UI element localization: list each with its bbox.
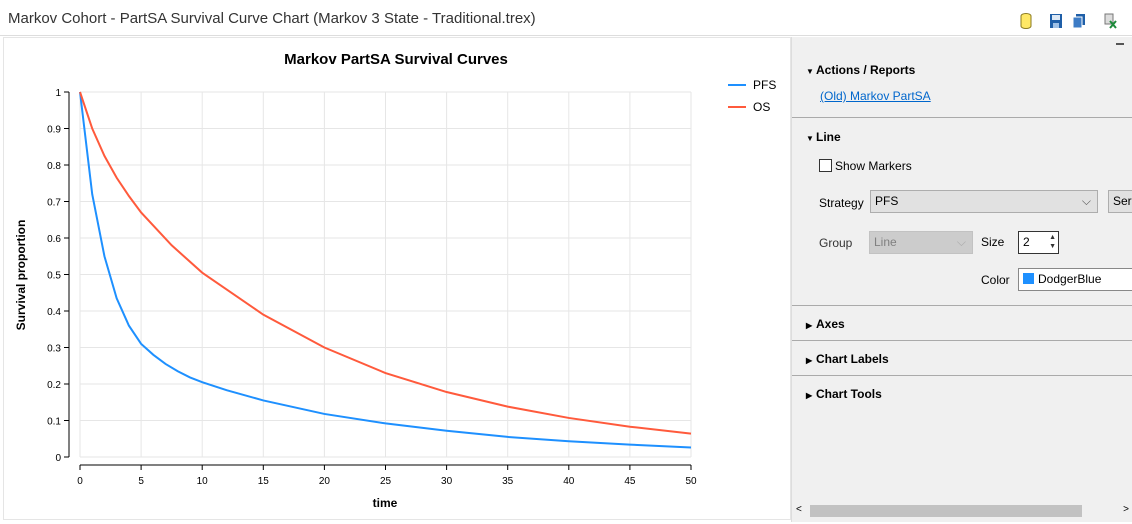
scroll-right-icon[interactable]: > bbox=[1123, 504, 1129, 515]
y-tick-label: 0.8 bbox=[47, 161, 61, 172]
expanded-triangle-icon: ▼ bbox=[806, 134, 814, 143]
chart-pane: Markov PartSA Survival Curves 0 5 10 15 20 25 3… bbox=[3, 37, 791, 520]
title-bar: Markov Cohort - PartSA Survival Curve Ch… bbox=[0, 0, 1132, 36]
x-tick-label: 45 bbox=[624, 476, 636, 487]
divider bbox=[792, 117, 1132, 118]
y-tick-label: 0.5 bbox=[47, 271, 61, 282]
show-markers-label: Show Markers bbox=[835, 159, 912, 173]
chevron-down-icon: ⌵ bbox=[1081, 194, 1091, 208]
x-tick-label: 0 bbox=[77, 476, 83, 487]
x-tick-label: 40 bbox=[563, 476, 575, 487]
series-button[interactable]: Seri bbox=[1108, 190, 1132, 213]
x-tick-label: 15 bbox=[258, 476, 270, 487]
scroll-left-icon[interactable]: < bbox=[796, 504, 802, 515]
horizontal-scrollbar[interactable]: < > bbox=[792, 502, 1132, 520]
collapsed-triangle-icon: ▶ bbox=[806, 321, 813, 330]
section-chart-tools[interactable]: ▶ Chart Tools bbox=[806, 387, 882, 401]
group-label: Group bbox=[819, 236, 853, 250]
y-axis-label: Survival proportion bbox=[14, 220, 28, 331]
series-line-pfs bbox=[79, 91, 692, 449]
series-line-os bbox=[79, 91, 692, 435]
group-select: Line ⌵ bbox=[869, 231, 973, 254]
x-axis-label: time bbox=[373, 496, 398, 510]
divider bbox=[792, 375, 1132, 376]
x-tick-label: 50 bbox=[685, 476, 697, 487]
y-tick-label: 0 bbox=[55, 453, 61, 464]
color-label: Color bbox=[981, 273, 1010, 287]
copy-icon[interactable] bbox=[1072, 13, 1086, 29]
x-tick-label: 30 bbox=[441, 476, 453, 487]
window-title: Markov Cohort - PartSA Survival Curve Ch… bbox=[8, 10, 536, 27]
color-picker[interactable]: DodgerBlue bbox=[1018, 268, 1132, 291]
section-line[interactable]: ▼ Line bbox=[806, 130, 841, 144]
y-tick-label: 1 bbox=[55, 88, 61, 99]
y-tick-label: 0.6 bbox=[47, 234, 61, 245]
divider bbox=[792, 340, 1132, 341]
section-axes[interactable]: ▶ Axes bbox=[806, 317, 845, 331]
stepper-arrows-icon[interactable]: ▲ ▼ bbox=[1049, 234, 1056, 250]
collapsed-triangle-icon: ▶ bbox=[806, 356, 813, 365]
x-tick-label: 35 bbox=[502, 476, 514, 487]
show-markers-checkbox[interactable] bbox=[819, 159, 832, 172]
x-tick-label: 20 bbox=[319, 476, 331, 487]
settings-panel: ▼ Actions / Reports (Old) Markov PartSA ▼… bbox=[791, 37, 1132, 522]
legend-label-pfs: PFS bbox=[753, 78, 776, 92]
divider bbox=[792, 305, 1132, 306]
y-tick-label: 0.1 bbox=[47, 417, 61, 428]
strategy-select[interactable]: PFS ⌵ bbox=[870, 190, 1098, 213]
y-tick-label: 0.3 bbox=[47, 344, 61, 355]
color-swatch bbox=[1023, 273, 1034, 284]
excel-export-icon[interactable] bbox=[1104, 13, 1118, 29]
chart-title: Markov PartSA Survival Curves bbox=[284, 51, 508, 68]
y-tick-label: 0.9 bbox=[47, 125, 61, 136]
x-tick-label: 10 bbox=[197, 476, 209, 487]
y-tick-label: 0.7 bbox=[47, 198, 61, 209]
section-chart-labels[interactable]: ▶ Chart Labels bbox=[806, 352, 889, 366]
minimize-icon[interactable] bbox=[1116, 43, 1124, 45]
old-markov-partsa-link[interactable]: (Old) Markov PartSA bbox=[820, 89, 931, 103]
x-tick-label: 5 bbox=[138, 476, 144, 487]
y-tick-label: 0.2 bbox=[47, 380, 61, 391]
chevron-down-icon: ⌵ bbox=[956, 235, 966, 249]
scrollbar-thumb[interactable] bbox=[810, 505, 1082, 517]
legend-label-os: OS bbox=[753, 100, 770, 114]
size-stepper[interactable]: 2 ▲ ▼ bbox=[1018, 231, 1059, 254]
y-tick-label: 0.4 bbox=[47, 307, 61, 318]
strategy-label: Strategy bbox=[819, 196, 864, 210]
expanded-triangle-icon: ▼ bbox=[806, 67, 814, 76]
section-actions-reports[interactable]: ▼ Actions / Reports bbox=[806, 63, 916, 77]
save-icon[interactable] bbox=[1049, 13, 1063, 29]
size-label: Size bbox=[981, 235, 1005, 249]
database-icon[interactable] bbox=[1019, 13, 1033, 29]
x-tick-label: 25 bbox=[380, 476, 392, 487]
collapsed-triangle-icon: ▶ bbox=[806, 391, 813, 400]
